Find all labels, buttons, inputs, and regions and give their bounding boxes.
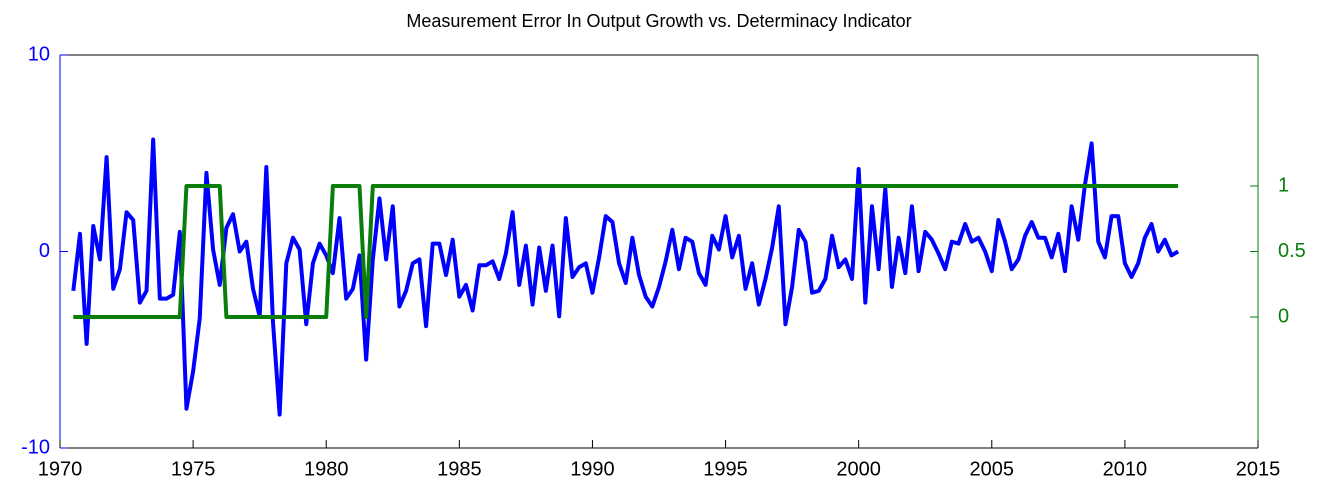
y-tick-label: -10 xyxy=(21,436,50,458)
x-tick-label: 1980 xyxy=(304,458,349,480)
y-tick-label: 10 xyxy=(28,43,50,65)
y2-tick-label: 1 xyxy=(1278,174,1289,196)
x-tick-label: 2010 xyxy=(1103,458,1148,480)
y2-tick-label: 0 xyxy=(1278,305,1289,327)
x-tick-label: 1975 xyxy=(171,458,216,480)
x-tick-label: 2005 xyxy=(970,458,1015,480)
y2-tick-label: 0.5 xyxy=(1278,240,1306,262)
x-tick-label: 1990 xyxy=(570,458,615,480)
y-tick-label: 0 xyxy=(39,240,50,262)
x-tick-label: 1995 xyxy=(703,458,748,480)
line-series xyxy=(71,137,1180,417)
x-tick-label: 1985 xyxy=(437,458,482,480)
x-tick-label: 2015 xyxy=(1236,458,1281,480)
x-tick-label: 1970 xyxy=(38,458,83,480)
line-series xyxy=(73,184,1179,319)
chart-title: Measurement Error In Output Growth vs. D… xyxy=(406,11,911,31)
x-tick-label: 2000 xyxy=(836,458,881,480)
